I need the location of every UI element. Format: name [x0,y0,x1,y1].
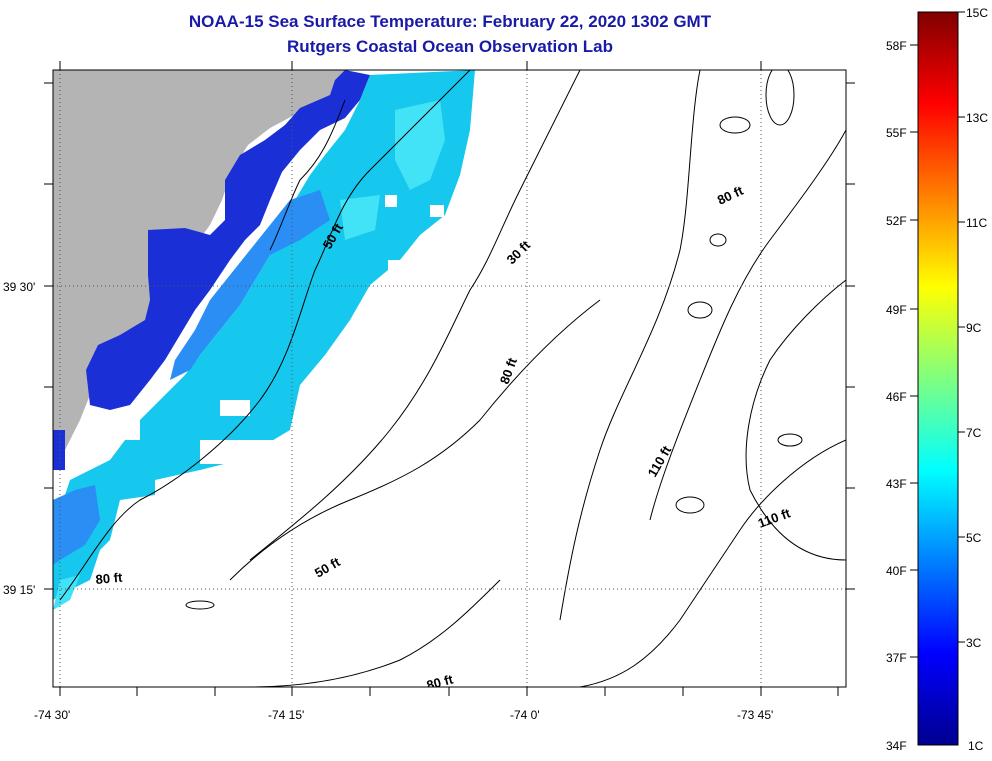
colorbar-fahrenheit-label: 40F [886,564,907,578]
colorbar-fahrenheit-label: 55F [886,126,907,140]
x-tick-labels: -74 30' -74 15' -74 0' -73 45' [34,708,773,722]
map-title: NOAA-15 Sea Surface Temperature: Februar… [188,12,712,31]
temperature-colorbar: 15C 13C 11C 9C 7C 5C 3C 1C 58F 55F 52F 4… [886,6,988,753]
colorbar-gradient [917,11,959,746]
colorbar-fahrenheit-label: 49F [886,303,907,317]
colorbar-celsius-label: 15C [966,6,988,20]
x-tick-label: -74 0' [510,708,540,722]
colorbar-celsius-label: 11C [966,216,987,230]
x-tick-label: -73 45' [737,708,773,722]
land [53,70,345,470]
colorbar-fahrenheit-label: 37F [886,651,907,665]
x-tick-label: -74 30' [34,708,70,722]
axis-ticks [44,61,855,696]
cloud-gaps [120,195,444,464]
y-tick-label: 39 30' [3,280,35,294]
colorbar-fahrenheit-label: 34F [886,739,907,753]
colorbar-fahrenheit-label: 52F [886,214,907,228]
sst-midwater [53,190,330,565]
colorbar-celsius-label: 3C [966,636,982,650]
sst-warmer-patches [53,100,445,610]
y-tick-labels: 39 30' 39 15' [3,280,35,597]
x-tick-label: -74 15' [268,708,304,722]
colorbar-celsius-label: 9C [966,321,982,335]
colorbar-celsius-label: 13C [966,111,988,125]
colorbar-fahrenheit-label: 58F [886,39,907,53]
graticule [53,70,846,687]
bathymetry-contours [59,70,846,687]
colorbar-celsius-label: 7C [966,426,982,440]
map-subtitle: Rutgers Coastal Ocean Observation Lab [287,37,613,56]
colorbar-celsius-label: 5C [966,531,982,545]
colorbar-fahrenheit-label: 46F [886,390,907,404]
sst-coldwater [53,70,370,470]
colorbar-celsius-label: 1C [968,739,984,753]
y-tick-label: 39 15' [3,583,35,597]
colorbar-fahrenheit-label: 43F [886,477,907,491]
contour-label: 80 ft [95,570,124,587]
